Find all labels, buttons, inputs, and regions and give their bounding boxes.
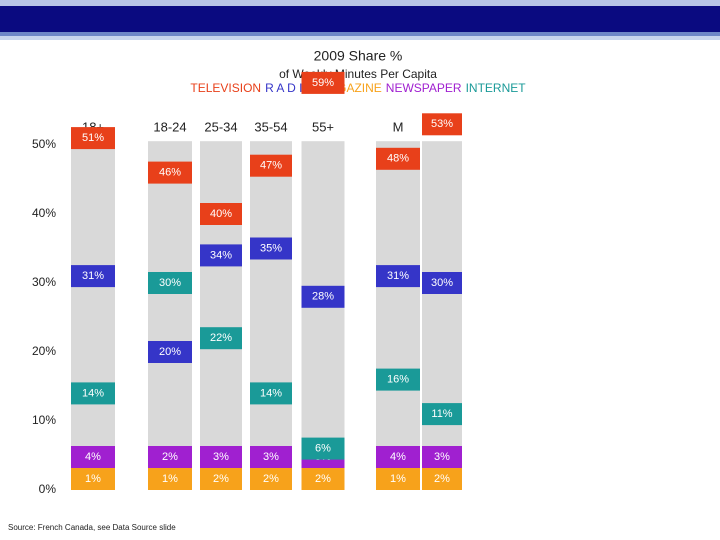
column-background <box>71 141 115 490</box>
column-background <box>200 141 242 490</box>
y-tick-label: 20% <box>32 344 56 358</box>
data-label: 11% <box>431 408 452 420</box>
value-box <box>422 446 462 468</box>
y-tick-label: 30% <box>32 275 56 289</box>
value-box <box>200 203 242 225</box>
value-box <box>148 161 192 184</box>
data-label: 6% <box>315 443 331 455</box>
data-label: 20% <box>159 346 181 358</box>
data-label: 4% <box>85 451 101 463</box>
x-tick-label: 25-34 <box>204 119 237 134</box>
banner-stripe <box>0 0 720 6</box>
value-box <box>200 244 242 267</box>
x-tick-label: 18-24 <box>153 119 186 134</box>
data-label: 2% <box>434 473 450 485</box>
data-label: 31% <box>82 270 104 282</box>
data-label: 16% <box>387 374 409 386</box>
value-box <box>422 113 462 136</box>
data-label: 14% <box>260 387 282 399</box>
data-label: 53% <box>431 118 453 130</box>
value-box <box>250 237 292 260</box>
data-label: 59% <box>312 77 334 89</box>
data-label: 30% <box>431 277 453 289</box>
data-label: 4% <box>390 451 406 463</box>
value-box <box>250 382 292 405</box>
data-label: 2% <box>213 473 229 485</box>
value-box <box>200 468 242 490</box>
data-label: 51% <box>82 132 104 144</box>
data-label: 47% <box>260 160 282 172</box>
y-tick-label: 0% <box>39 482 57 496</box>
value-box <box>422 468 462 490</box>
data-label: 2% <box>162 451 178 463</box>
value-box <box>376 468 420 490</box>
data-label: 3% <box>434 451 450 463</box>
value-box <box>148 272 192 294</box>
column-background <box>422 141 462 490</box>
value-box <box>301 437 345 460</box>
value-box <box>301 285 345 308</box>
x-tick-label: 35-54 <box>254 119 287 134</box>
data-label: 1% <box>85 473 101 485</box>
data-label: 22% <box>210 332 232 344</box>
value-box <box>148 341 192 363</box>
y-tick-label: 40% <box>32 206 56 220</box>
chart-title: 2009 Share % <box>314 48 403 64</box>
banner <box>0 6 720 32</box>
x-tick-label: 55+ <box>312 119 334 134</box>
banner-stripe <box>0 36 720 40</box>
data-label: 1% <box>390 473 406 485</box>
value-box <box>301 71 345 94</box>
y-tick-label: 10% <box>32 413 56 427</box>
value-box <box>148 446 192 468</box>
data-label: 28% <box>312 291 334 303</box>
value-box <box>422 272 462 294</box>
value-box <box>422 403 462 426</box>
value-box <box>71 265 115 288</box>
value-box <box>250 468 292 490</box>
data-label: 35% <box>260 242 282 254</box>
legend-entry: NEWSPAPER <box>386 81 462 95</box>
data-label: 3% <box>213 451 229 463</box>
data-label: 48% <box>387 153 409 165</box>
data-label: 30% <box>159 277 181 289</box>
legend-entry: INTERNET <box>466 81 527 95</box>
data-label: 34% <box>210 249 232 261</box>
value-box <box>71 446 115 468</box>
data-label: 1% <box>162 473 178 485</box>
column-background <box>148 141 192 490</box>
x-tick-label: M <box>393 119 404 134</box>
data-label: 2% <box>263 473 279 485</box>
value-box <box>376 368 420 391</box>
banner-stripe <box>0 32 720 36</box>
data-label: 2% <box>315 473 331 485</box>
data-label: 40% <box>210 208 232 220</box>
y-tick-label: 50% <box>32 137 56 151</box>
value-box <box>200 327 242 350</box>
data-label: 46% <box>159 167 181 179</box>
value-box <box>250 446 292 468</box>
column-background <box>250 141 292 490</box>
legend-entry: TELEVISION <box>190 81 261 95</box>
value-box <box>376 446 420 468</box>
value-box <box>148 468 192 490</box>
value-box <box>301 468 345 490</box>
data-label: 14% <box>82 387 104 399</box>
value-box <box>71 382 115 405</box>
value-box <box>200 446 242 468</box>
data-label: 3% <box>263 451 279 463</box>
value-box <box>71 127 115 150</box>
value-box <box>71 468 115 490</box>
column-background <box>376 141 420 490</box>
value-box <box>376 147 420 170</box>
value-box <box>250 154 292 177</box>
value-box <box>376 265 420 288</box>
data-label: 31% <box>387 270 409 282</box>
source-note: Source: French Canada, see Data Source s… <box>8 523 176 532</box>
column-background <box>301 141 345 490</box>
legend: TELEVISION R A D I O MAGAZINE NEWSPAPER INTE… <box>190 81 526 95</box>
